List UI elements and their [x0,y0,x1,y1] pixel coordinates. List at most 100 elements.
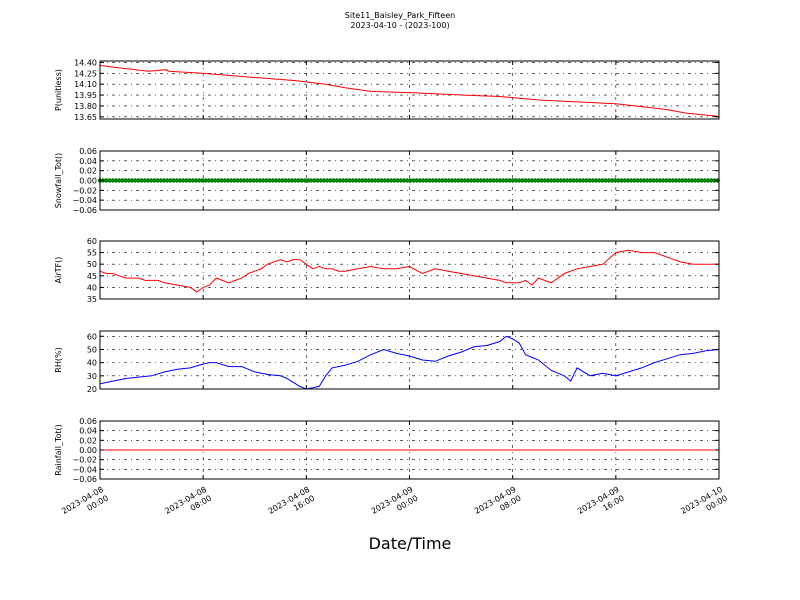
rh-series-line [99,335,720,390]
snowfall-marker [193,178,199,183]
snowfall-marker [517,178,522,183]
snowfall-marker [328,178,333,183]
snowfall-marker [142,178,147,183]
snowfall-marker [587,178,592,183]
snowfall-marker [363,178,368,183]
snowfall-marker [113,178,119,183]
snowfall-marker [654,178,659,183]
snowfall-marker [270,178,275,183]
snowfall-marker [129,178,135,183]
airtemp-y-tick-label: 40 [87,283,97,292]
snowfall-marker [334,178,339,183]
snowfall-marker [520,178,525,183]
snowfall-marker [469,178,474,183]
snowfall-marker [209,178,215,183]
snowfall-marker [456,178,461,183]
snowfall-marker [555,178,560,183]
rh-y-tick-label: 40 [87,359,97,368]
snowfall-marker [222,178,227,183]
snowfall-marker [171,178,176,183]
snowfall-marker [571,178,576,183]
rainfall-y-tick-label: 0.06 [79,417,97,426]
snowfall-marker [152,178,157,183]
pressure-y-axis-label: P(unitless) [54,69,63,111]
pressure-series-line [99,64,720,118]
snowfall-marker [622,178,627,183]
snowfall-marker [648,178,653,183]
snowfall-marker [635,178,640,183]
pressure-y-tick-label: 14.40 [74,58,97,67]
snowfall-marker [190,178,195,183]
snowfall-marker [619,178,624,183]
snowfall-marker [203,178,208,183]
snowfall-y-tick-label: 0.06 [79,147,97,156]
snowfall-marker [545,178,551,183]
snowfall-marker [145,178,151,183]
airtemp-y-tick-label: 45 [87,272,97,281]
snowfall-marker [344,178,349,183]
snowfall-marker [312,178,317,183]
snowfall-marker [526,178,531,183]
snowfall-marker [625,178,631,183]
snowfall-marker [248,178,253,183]
snowfall-marker [501,178,506,183]
snowfall-marker [552,178,557,183]
snowfall-marker [379,178,384,183]
snowfall-marker [382,178,387,183]
snowfall-marker [705,178,711,183]
snowfall-marker [161,178,167,183]
snowfall-marker [641,178,647,183]
snowfall-marker [507,178,512,183]
rh-y-tick-label: 50 [87,345,97,354]
snowfall-marker [565,178,570,183]
snowfall-marker [677,178,682,183]
snowfall-marker [251,178,256,183]
snowfall-marker [296,178,301,183]
pressure-y-tick-label: 13.65 [74,113,97,122]
snowfall-marker [184,178,189,183]
snowfall-marker [645,178,650,183]
snowfall-marker [459,178,464,183]
snowfall-marker [411,178,416,183]
snowfall-marker [414,178,419,183]
snowfall-marker [353,178,359,183]
snowfall-marker [513,178,519,183]
snowfall-marker [488,178,493,183]
airtemp-y-axis-label: AirTF() [54,257,63,284]
snowfall-marker [302,178,307,183]
snowfall-marker [597,178,602,183]
snowfall-marker [481,178,487,183]
snowfall-marker [472,178,477,183]
snowfall-marker [373,178,378,183]
snowfall-marker [408,178,413,183]
snowfall-marker [213,178,218,183]
snowfall-marker [366,178,371,183]
snowfall-marker [331,178,336,183]
snowfall-marker [683,178,688,183]
airtemp-y-tick-label: 35 [87,295,97,304]
snowfall-marker [497,178,503,183]
airtemp-series-line [99,249,719,293]
snowfall-y-tick-label: −0.06 [72,206,97,215]
snowfall-marker [110,178,116,183]
chart-subtitle: 2023-04-10 - (2023-100) [350,21,450,30]
snowfall-marker [670,178,675,183]
snowfall-marker [187,178,192,183]
snowfall-marker [577,178,583,183]
snowfall-marker [385,178,391,183]
snowfall-marker [235,178,240,183]
snowfall-marker [574,178,579,183]
snowfall-marker [341,178,346,183]
snowfall-marker [686,178,691,183]
snowfall-marker [664,178,669,183]
snowfall-marker [267,178,272,183]
snowfall-marker [293,178,298,183]
snowfall-marker [401,178,407,183]
snowfall-marker [289,178,295,183]
snowfall-marker [437,178,442,183]
